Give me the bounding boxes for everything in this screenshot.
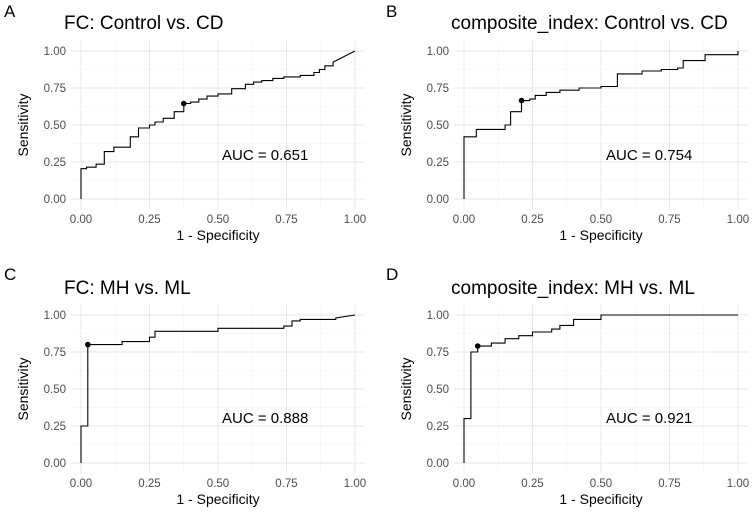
y-tick-label: 1.00 <box>427 46 449 58</box>
y-tick-label: 0.75 <box>427 83 449 95</box>
x-tick-label: 0.75 <box>658 478 680 490</box>
roc-panel-d: 0.00 0.25 0.50 0.75 1.00 0.00 0.25 0.50 0.75 1.00… <box>386 265 749 507</box>
y-tick-label: 0.00 <box>44 458 66 470</box>
roc-curve <box>463 314 738 463</box>
panel-letter: D <box>386 265 398 284</box>
panel-title: FC: Control vs. CD <box>64 13 223 34</box>
auc-annotation: AUC = 0.651 <box>222 147 308 164</box>
auc-annotation: AUC = 0.921 <box>606 410 692 427</box>
roc-curve <box>80 50 356 199</box>
optimal-cutoff-point <box>518 97 525 104</box>
y-axis-title: Sensitivity <box>398 357 414 420</box>
x-tick-label: 0.50 <box>590 214 612 226</box>
x-tick-label: 0.75 <box>275 214 297 226</box>
y-tick-label: 1.00 <box>44 46 66 58</box>
x-axis-title: 1 - Specificity <box>176 491 259 507</box>
y-tick-label: 0.50 <box>44 120 66 132</box>
y-axis-title: Sensitivity <box>15 93 31 156</box>
roc-curve <box>463 51 739 199</box>
x-axis-title: 1 - Specificity <box>559 227 642 243</box>
y-tick-label: 0.75 <box>44 347 66 359</box>
roc-curve <box>80 314 356 463</box>
auc-annotation: AUC = 0.888 <box>222 410 308 427</box>
x-tick-label: 1.00 <box>727 214 749 226</box>
y-tick-label: 0.25 <box>427 157 449 169</box>
y-tick-label: 1.00 <box>427 310 449 322</box>
x-tick-label: 0.50 <box>590 478 612 490</box>
x-tick-label: 1.00 <box>727 478 749 490</box>
panel-title: FC: MH vs. ML <box>64 278 191 299</box>
panel-letter: B <box>386 2 397 21</box>
y-tick-label: 0.00 <box>427 458 449 470</box>
x-axis-title: 1 - Specificity <box>176 227 259 243</box>
x-tick-label: 0.50 <box>207 214 229 226</box>
roc-panel-b: 0.00 0.25 0.50 0.75 1.00 0.00 0.25 0.50 0.75 1.00… <box>386 2 749 243</box>
y-axis-title: Sensitivity <box>15 357 31 420</box>
y-tick-label: 0.25 <box>427 421 449 433</box>
optimal-cutoff-point <box>474 343 481 349</box>
x-tick-label: 0.00 <box>70 478 92 490</box>
roc-panel-c: 0.00 0.25 0.50 0.75 1.00 0.00 0.25 0.50 0.75 1.00… <box>4 265 366 507</box>
y-tick-label: 0.50 <box>427 384 449 396</box>
y-tick-label: 0.00 <box>427 194 449 206</box>
x-tick-label: 0.25 <box>138 478 160 490</box>
x-tick-label: 0.75 <box>658 214 680 226</box>
x-tick-label: 0.25 <box>521 214 543 226</box>
roc-panel-a: 0.00 0.25 0.50 0.75 1.00 0.00 0.25 0.50 0.75 1.00… <box>4 2 366 243</box>
y-axis-title: Sensitivity <box>398 93 414 156</box>
x-tick-label: 0.75 <box>275 478 297 490</box>
x-axis-title: 1 - Specificity <box>559 491 642 507</box>
optimal-cutoff-point <box>85 341 91 348</box>
y-tick-label: 0.75 <box>44 83 66 95</box>
x-tick-label: 0.00 <box>453 214 475 226</box>
panel-letter: C <box>4 265 16 284</box>
y-tick-label: 0.50 <box>44 384 66 396</box>
y-tick-label: 0.25 <box>44 421 66 433</box>
y-tick-label: 1.00 <box>44 310 66 322</box>
panel-title: composite_index: MH vs. ML <box>451 278 695 299</box>
x-tick-label: 0.25 <box>521 478 543 490</box>
panel-letter: A <box>4 2 16 21</box>
x-tick-label: 0.00 <box>453 478 475 490</box>
x-tick-label: 1.00 <box>344 478 366 490</box>
y-tick-label: 0.50 <box>427 120 449 132</box>
panel-title: composite_index: Control vs. CD <box>451 13 728 34</box>
auc-annotation: AUC = 0.754 <box>606 147 692 164</box>
x-tick-label: 0.25 <box>138 214 160 226</box>
y-tick-label: 0.00 <box>44 194 66 206</box>
x-tick-label: 1.00 <box>344 214 366 226</box>
x-tick-label: 0.50 <box>207 478 229 490</box>
x-tick-label: 0.00 <box>70 214 92 226</box>
y-tick-label: 0.25 <box>44 157 66 169</box>
y-tick-label: 0.75 <box>427 347 449 359</box>
optimal-cutoff-point <box>180 100 187 107</box>
